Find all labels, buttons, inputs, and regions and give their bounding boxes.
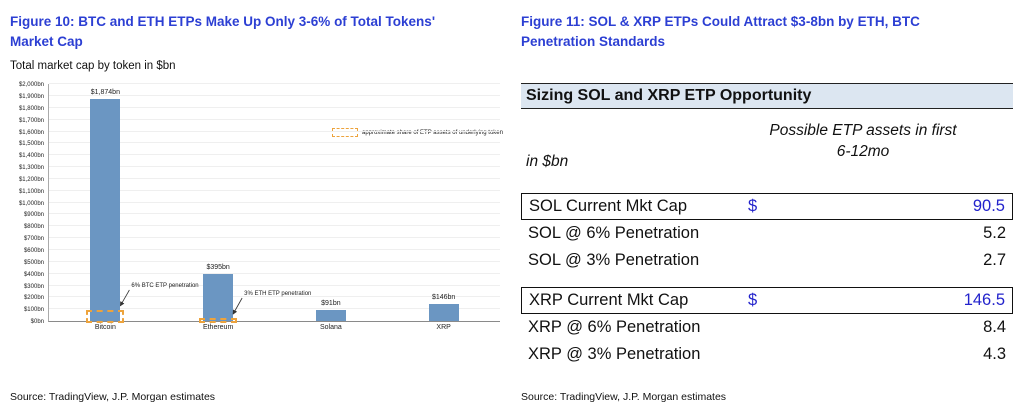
row-label: SOL @ 6% Penetration — [528, 224, 700, 243]
y-tick-label: $1,500bn — [18, 141, 44, 148]
bar — [90, 99, 121, 322]
y-tick-label: $0bn — [30, 319, 44, 326]
gridline — [49, 237, 500, 239]
table-row-xrp-current: XRP Current Mkt Cap $ 146.5 — [521, 287, 1013, 315]
x-axis-label: XRP — [436, 324, 451, 332]
y-tick-label: $600bn — [23, 248, 44, 255]
gridline — [49, 308, 500, 310]
y-tick-label: $200bn — [23, 295, 44, 302]
table-row-sol-3pct: SOL @ 3% Penetration 2.7 — [521, 247, 1013, 274]
y-tick-label: $1,400bn — [18, 153, 44, 160]
y-tick-label: $300bn — [23, 283, 44, 290]
row-label: XRP Current Mkt Cap — [529, 291, 689, 310]
gridline — [49, 154, 500, 156]
x-axis-label: Bitcoin — [94, 324, 116, 332]
y-tick-label: $100bn — [23, 307, 44, 314]
table-row-sol-6pct: SOL @ 6% Penetration 5.2 — [521, 220, 1013, 247]
y-tick-label: $1,700bn — [18, 117, 44, 124]
table-col-header: Possible ETP assets in first 6-12mo — [769, 122, 957, 161]
table-group-gap — [521, 274, 1013, 287]
row-value: 5.2 — [983, 224, 1006, 243]
annotation-label: 6% BTC ETP penetration — [131, 283, 199, 290]
figure10-title: Figure 10: BTC and ETH ETPs Make Up Only… — [10, 12, 512, 51]
bar-chart: $0bn $100bn $200bn $300bn $400bn $500bn $600bn… — [10, 82, 512, 331]
gridline — [49, 118, 500, 120]
gridline — [49, 225, 500, 227]
figure11-title-line1: Figure 11: SOL & XRP ETPs Could Attract … — [521, 14, 920, 29]
bar-value-label: $146bn — [431, 293, 456, 301]
y-tick-label: $2,000bn — [18, 82, 44, 89]
figure11-title: Figure 11: SOL & XRP ETPs Could Attract … — [521, 12, 1013, 51]
y-tick-label: $1,300bn — [18, 165, 44, 172]
row-value: 2.7 — [983, 251, 1006, 270]
gridline — [49, 284, 500, 286]
gridline — [49, 296, 500, 298]
row-value: 90.5 — [972, 197, 1005, 216]
row-value: 146.5 — [963, 291, 1005, 310]
gridline — [49, 189, 500, 191]
table-title: Sizing SOL and XRP ETP Opportunity — [521, 83, 1013, 110]
etp-share-box — [86, 309, 125, 324]
table-row-sol-current: SOL Current Mkt Cap $ 90.5 — [521, 193, 1013, 221]
figure11-title-line2: Penetration Standards — [521, 33, 666, 49]
chart-subtitle: Total market cap by token in $bn — [10, 60, 176, 73]
gridline — [49, 166, 500, 168]
x-axis-label: Solana — [319, 324, 342, 332]
figure10-panel: Figure 10: BTC and ETH ETPs Make Up Only… — [10, 12, 512, 331]
gridline — [49, 130, 500, 132]
row-currency: $ — [747, 291, 758, 310]
y-tick-label: $1,100bn — [18, 188, 44, 195]
table-row-xrp-3pct: XRP @ 3% Penetration 4.3 — [521, 341, 1013, 368]
figure11-panel: Figure 11: SOL & XRP ETPs Could Attract … — [521, 12, 1013, 368]
row-currency: $ — [747, 197, 758, 216]
y-tick-label: $1,800bn — [18, 105, 44, 112]
figure10-source: Source: TradingView, J.P. Morgan estimat… — [10, 391, 216, 403]
y-tick-label: $400bn — [23, 271, 44, 278]
bar-value-label: $1,874bn — [90, 89, 120, 97]
y-tick-label: $1,000bn — [18, 200, 44, 207]
row-label: SOL @ 3% Penetration — [528, 251, 700, 270]
gridline — [49, 213, 500, 215]
y-tick-label: $500bn — [23, 259, 44, 266]
gridline — [49, 94, 500, 96]
y-tick-label: $1,200bn — [18, 176, 44, 183]
row-value: 8.4 — [983, 318, 1006, 337]
gridline — [49, 201, 500, 203]
figure10-title-line1: Figure 10: BTC and ETH ETPs Make Up Only… — [10, 14, 436, 29]
etp-share-legend-swatch — [332, 128, 358, 138]
figure10-title-line2: Market Cap — [10, 33, 83, 49]
gridline — [49, 106, 500, 108]
bar — [315, 310, 346, 322]
y-tick-label: $900bn — [23, 212, 44, 219]
gridline — [49, 177, 500, 179]
annotation-label: 3% ETH ETP penetration — [244, 291, 312, 298]
bar — [428, 303, 459, 322]
gridline — [49, 260, 500, 262]
row-label: SOL Current Mkt Cap — [529, 197, 688, 216]
table-row-xrp-6pct: XRP @ 6% Penetration 8.4 — [521, 314, 1013, 341]
gridline — [49, 249, 500, 251]
etp-share-box — [199, 318, 238, 324]
figure10-plot: approximate share of ETP assets of under… — [48, 83, 503, 331]
gridline — [49, 142, 500, 144]
row-value: 4.3 — [983, 345, 1006, 364]
table-column-headers: in $bn Possible ETP assets in first 6-12… — [521, 109, 1013, 193]
y-tick-label: $1,600bn — [18, 129, 44, 136]
bar-value-label: $395bn — [206, 264, 230, 272]
bar-value-label: $91bn — [321, 300, 341, 308]
bar — [203, 274, 234, 322]
chart-legend: approximate share of ETP assets of under… — [332, 128, 503, 138]
gridline — [49, 83, 500, 85]
x-axis-label: Ethereum — [202, 324, 234, 332]
figure11-source: Source: TradingView, J.P. Morgan estimat… — [521, 391, 727, 403]
legend-label: approximate share of ETP assets of under… — [362, 129, 503, 136]
row-label: XRP @ 6% Penetration — [528, 318, 701, 337]
row-label: XRP @ 3% Penetration — [528, 345, 701, 364]
gridline — [49, 272, 500, 274]
y-tick-label: $700bn — [23, 236, 44, 243]
y-tick-label: $1,900bn — [18, 93, 44, 100]
figure10-y-axis: $0bn $100bn $200bn $300bn $400bn $500bn $600bn… — [10, 82, 48, 326]
y-tick-label: $800bn — [23, 224, 44, 231]
table-row-header: in $bn — [526, 153, 569, 171]
